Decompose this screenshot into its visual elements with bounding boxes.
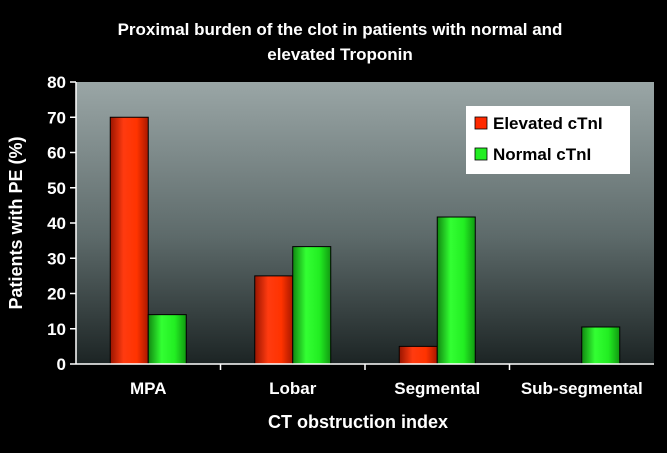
legend-box — [466, 106, 630, 174]
bar-elevated-segmental — [398, 345, 438, 365]
y-tick-label: 60 — [47, 144, 66, 163]
x-axis-ticks: MPA Lobar Segmental Sub-segmental — [130, 364, 643, 398]
y-tick-label: 30 — [47, 249, 66, 268]
y-tick-label: 20 — [47, 285, 66, 304]
y-tick-label: 50 — [47, 179, 66, 198]
bar-elevated-lobar — [254, 275, 294, 365]
chart-title: Proximal burden of the clot in patients … — [118, 20, 563, 64]
y-tick-label: 70 — [47, 108, 66, 127]
legend-swatch-normal — [474, 147, 488, 161]
y-axis-label: Patients with PE (%) — [6, 136, 26, 309]
y-tick-label: 10 — [47, 320, 66, 339]
x-tick-label: Segmental — [394, 379, 480, 398]
y-tick-label: 0 — [57, 355, 66, 374]
y-axis-ticks: 0 10 20 30 40 50 60 70 80 — [47, 73, 76, 374]
legend-swatch-elevated — [474, 116, 488, 130]
x-tick-label: MPA — [130, 379, 167, 398]
y-tick-label: 40 — [47, 214, 66, 233]
bar-normal-sub-segmental — [581, 326, 621, 365]
bar-normal-mpa — [147, 314, 187, 365]
chart-title-line-1: Proximal burden of the clot in patients … — [118, 20, 563, 39]
y-tick-label: 80 — [47, 73, 66, 92]
legend: Elevated cTnI Normal cTnI — [466, 106, 630, 174]
bar-normal-lobar — [292, 246, 332, 365]
bars — [109, 116, 621, 365]
legend-label-normal: Normal cTnI — [493, 145, 591, 164]
bar-elevated-mpa — [109, 116, 149, 365]
bar-normal-segmental — [436, 216, 476, 365]
chart-title-line-2: elevated Troponin — [267, 45, 412, 64]
x-tick-label: Sub-segmental — [521, 379, 643, 398]
x-axis-label: CT obstruction index — [268, 412, 448, 432]
x-tick-label: Lobar — [269, 379, 317, 398]
legend-label-elevated: Elevated cTnI — [493, 114, 603, 133]
